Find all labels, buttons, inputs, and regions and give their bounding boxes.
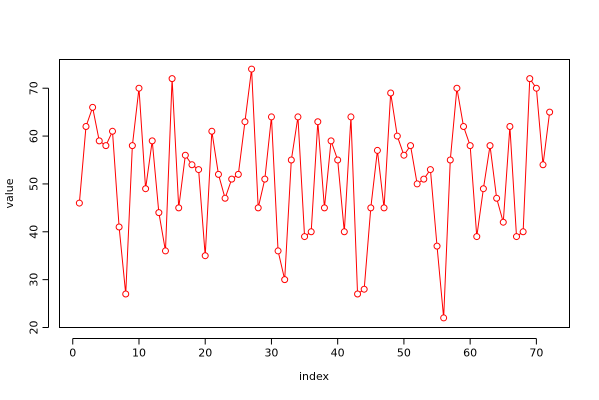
data-point bbox=[334, 156, 342, 164]
data-point bbox=[228, 175, 236, 183]
data-point bbox=[148, 137, 156, 145]
data-point bbox=[420, 175, 428, 183]
data-point bbox=[241, 118, 249, 126]
y-tick-label: 70 bbox=[28, 81, 41, 95]
data-point bbox=[75, 199, 83, 207]
data-point bbox=[108, 127, 116, 135]
x-tick-label: 0 bbox=[69, 347, 76, 360]
data-point bbox=[281, 276, 289, 284]
data-point bbox=[526, 75, 534, 83]
data-point bbox=[287, 156, 295, 164]
data-point bbox=[373, 146, 381, 154]
data-point bbox=[201, 252, 209, 260]
series-line bbox=[78, 69, 551, 318]
data-point bbox=[188, 161, 196, 169]
data-point bbox=[274, 247, 282, 255]
data-point bbox=[506, 123, 514, 130]
data-point bbox=[367, 204, 375, 212]
x-tick-label: 50 bbox=[397, 347, 411, 360]
data-point bbox=[161, 247, 169, 255]
y-tick-label: 20 bbox=[28, 321, 41, 335]
data-point bbox=[486, 142, 494, 150]
data-point bbox=[460, 123, 468, 130]
data-point bbox=[354, 290, 362, 298]
data-point bbox=[513, 233, 521, 241]
data-point bbox=[307, 228, 315, 236]
data-point bbox=[433, 242, 441, 250]
data-point bbox=[400, 151, 408, 159]
x-tick-label: 70 bbox=[529, 347, 543, 360]
data-point bbox=[254, 204, 262, 212]
data-point bbox=[446, 156, 454, 164]
data-point bbox=[493, 194, 501, 202]
data-point bbox=[214, 170, 222, 178]
data-point bbox=[393, 132, 401, 140]
x-tick-label: 10 bbox=[132, 347, 146, 360]
data-point bbox=[155, 209, 163, 217]
x-tick-label: 20 bbox=[198, 347, 212, 360]
data-point bbox=[347, 113, 355, 121]
data-point bbox=[301, 233, 309, 241]
data-point bbox=[221, 194, 229, 202]
y-axis: 20 30 40 50 60 70 bbox=[28, 81, 49, 335]
data-point bbox=[267, 113, 275, 121]
data-point bbox=[89, 103, 97, 111]
data-point bbox=[546, 108, 554, 116]
y-tick-label: 50 bbox=[28, 177, 41, 191]
data-point bbox=[473, 233, 481, 241]
data-point bbox=[122, 290, 130, 298]
data-point bbox=[539, 161, 547, 169]
series-layer bbox=[75, 65, 554, 322]
data-point bbox=[128, 142, 136, 150]
y-tick-label: 60 bbox=[28, 129, 41, 143]
data-point bbox=[181, 151, 189, 159]
y-tick-label: 40 bbox=[28, 225, 41, 239]
data-point bbox=[327, 137, 335, 145]
data-point bbox=[479, 185, 487, 193]
x-axis-title: index bbox=[299, 370, 330, 383]
data-point bbox=[314, 118, 322, 126]
data-point bbox=[82, 123, 90, 130]
data-point bbox=[294, 113, 302, 121]
data-point bbox=[234, 170, 242, 178]
x-tick-label: 40 bbox=[331, 347, 345, 360]
data-point bbox=[175, 204, 183, 212]
data-point bbox=[453, 84, 461, 92]
data-point bbox=[413, 180, 421, 188]
data-point bbox=[261, 175, 269, 183]
data-point bbox=[248, 65, 256, 73]
x-axis: 0 10 20 30 40 50 60 70 bbox=[69, 338, 543, 360]
data-point bbox=[95, 137, 103, 145]
data-point bbox=[380, 204, 388, 212]
data-point bbox=[387, 89, 395, 97]
data-point bbox=[340, 228, 348, 236]
data-point bbox=[360, 285, 368, 293]
data-point bbox=[519, 228, 527, 236]
data-point bbox=[466, 142, 474, 150]
data-point bbox=[102, 142, 110, 150]
plot-frame bbox=[59, 59, 570, 328]
data-point bbox=[407, 142, 415, 150]
data-point bbox=[135, 84, 143, 92]
data-point bbox=[142, 185, 150, 193]
data-point bbox=[532, 84, 540, 92]
data-point bbox=[115, 223, 123, 231]
x-tick-label: 60 bbox=[463, 347, 477, 360]
data-point bbox=[195, 166, 203, 174]
data-point bbox=[208, 127, 216, 135]
data-point bbox=[440, 314, 448, 322]
data-point bbox=[499, 218, 507, 226]
x-tick-label: 30 bbox=[264, 347, 278, 360]
data-point bbox=[426, 166, 434, 174]
data-point bbox=[168, 75, 176, 83]
y-axis-title: value bbox=[3, 178, 16, 208]
y-tick-label: 30 bbox=[28, 273, 41, 287]
data-point bbox=[320, 204, 328, 212]
